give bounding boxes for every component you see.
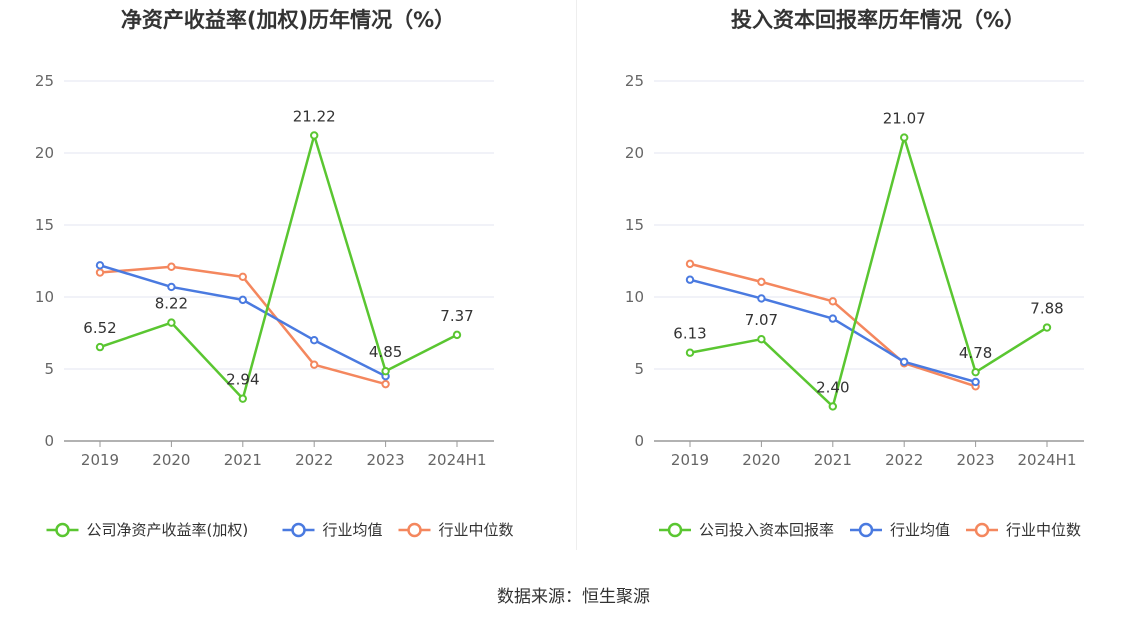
x-tick-label: 2023 [957,451,995,469]
legend-label: 行业中位数 [439,521,514,539]
legend-swatch-marker [858,522,874,538]
panel-divider [576,0,577,550]
data-point-median [238,272,248,282]
data-point-company [900,133,909,142]
data-point-avg [95,261,105,270]
data-point-company [310,131,319,140]
data-point-median [828,297,838,306]
legend-label: 公司投入资本回报率 [699,521,834,539]
x-tick-label: 2020 [152,451,190,469]
data-label: 4.78 [959,344,992,362]
chart-title: 净资产收益率(加权)历年情况（%） [120,8,456,32]
legend-swatch-marker [55,522,70,538]
data-point-company [381,366,390,376]
roe-chart-panel: 净资产收益率(加权)历年情况（%） 0 5 10 15 20 25 2019 2020 2021… [0,0,576,560]
legend-label: 行业均值 [890,521,950,539]
legend-label: 行业中位数 [1006,521,1081,539]
data-label: 8.22 [155,295,188,313]
y-tick-label: 5 [634,360,644,378]
data-point-company [757,334,766,344]
series-line-median [689,262,976,388]
data-point-company [238,394,248,403]
y-tick-label: 25 [625,72,644,90]
series-line-avg [689,278,976,384]
series-line-avg [99,264,387,378]
data-point-company [167,318,176,327]
data-point-company [971,367,980,377]
data-label: 6.52 [83,319,116,337]
data-label: 21.07 [883,110,926,128]
y-tick-label: 0 [634,432,644,450]
data-point-avg [971,377,980,387]
x-tick-label: 2024H1 [1018,451,1077,469]
legend-label: 公司净资产收益率(加权) [87,521,249,539]
data-point-median [757,277,766,287]
data-point-median [685,259,695,269]
data-point-avg [310,336,319,345]
y-tick-label: 5 [44,360,54,378]
data-label: 4.85 [369,343,402,361]
series-line-company [99,134,458,400]
x-tick-label: 2021 [224,451,262,469]
y-tick-label: 10 [35,288,54,306]
y-tick-label: 15 [35,216,54,234]
roic-line-chart: 0 5 10 15 20 25 2019 2020 2021 2022 2023 2024H1 6.13… [625,72,1084,539]
y-tick-label: 20 [35,144,54,162]
x-tick-label: 2021 [814,451,852,469]
x-tick-label: 2024H1 [428,451,487,469]
data-point-company [95,342,105,352]
data-point-company [452,330,462,340]
x-tick-label: 2022 [885,451,923,469]
x-tick-label: 2020 [742,451,780,469]
legend-swatch-marker [291,522,306,538]
series-line-company [689,136,1048,408]
data-point-company [828,402,838,411]
data-label: 2.40 [816,378,849,396]
y-tick-label: 25 [35,72,54,90]
x-tick-label: 2019 [671,451,709,469]
series-line-median [99,265,386,386]
roe-line-chart: 0 5 10 15 20 25 2019 2020 2021 2022 2023 2024H1 6.52… [35,72,514,539]
legend-swatch-marker [974,522,990,538]
data-point-avg [685,275,695,284]
data-point-avg [167,282,176,292]
data-point-median [95,268,105,277]
data-point-median [167,262,176,271]
y-tick-label: 0 [44,432,54,450]
data-point-avg [238,295,248,305]
data-point-median [381,379,390,389]
data-point-avg [757,294,766,303]
legend-label: 行业均值 [323,521,383,539]
legend-swatch-marker [667,522,683,538]
data-point-avg [828,314,838,323]
data-label: 21.22 [293,107,336,125]
legend-swatch-marker [407,522,422,538]
data-label: 7.07 [745,311,778,329]
data-point-median [310,360,319,369]
y-tick-label: 15 [625,216,644,234]
data-label: 7.88 [1030,300,1063,318]
data-source-note: 数据来源：恒生聚源 [497,587,650,607]
x-tick-label: 2023 [367,451,405,469]
data-label: 2.94 [226,371,259,389]
data-label: 6.13 [673,325,706,343]
data-point-avg [900,357,909,366]
data-label: 7.37 [440,307,473,325]
roic-chart-panel: 投入资本回报率历年情况（%） 0 5 10 15 20 25 2019 2020 2021 202… [590,0,1147,560]
data-point-company [1042,323,1052,332]
data-point-company [685,348,695,357]
chart-title: 投入资本回报率历年情况（%） [730,8,1026,32]
y-tick-label: 20 [625,144,644,162]
y-tick-label: 10 [625,288,644,306]
x-tick-label: 2022 [295,451,333,469]
x-tick-label: 2019 [81,451,119,469]
